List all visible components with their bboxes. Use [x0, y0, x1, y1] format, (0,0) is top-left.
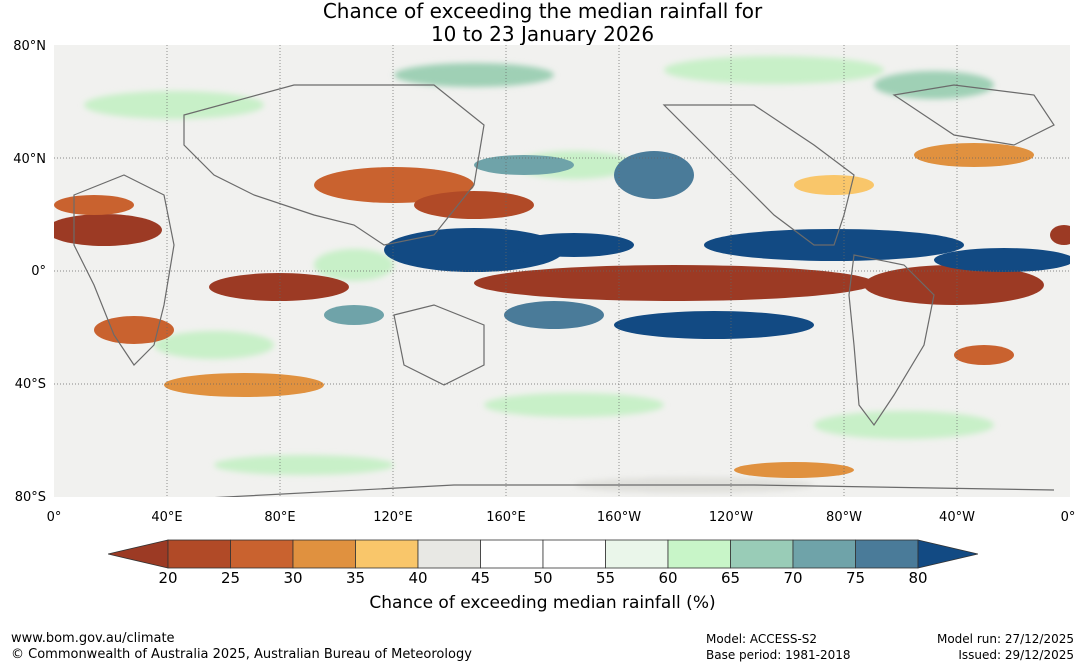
- colorbar-cell: [167, 539, 231, 569]
- colorbar-tick-label: 35: [345, 569, 366, 587]
- title-line-2: 10 to 23 January 2026: [430, 22, 655, 46]
- graticule: [54, 45, 1070, 497]
- colorbar-tick-label: 55: [595, 569, 616, 587]
- lon-label-80e: 80°E: [264, 510, 296, 525]
- lon-label-120w: 120°W: [708, 510, 754, 525]
- dry-anomaly-regions: [54, 143, 1070, 478]
- colorbar-cell: [230, 539, 294, 569]
- colorbar-tick-label: 25: [220, 569, 241, 587]
- colorbar-cell: [542, 539, 606, 569]
- coastlines: [73, 84, 1055, 497]
- lon-label-40w: 40°W: [939, 510, 975, 525]
- colorbar-cell: [855, 539, 919, 569]
- colorbar-tick-label: 45: [470, 569, 491, 587]
- footer-model-run: Model run: 27/12/2025: [936, 632, 1074, 646]
- footer-issued: Issued: 29/12/2025: [958, 648, 1074, 662]
- wet-anomaly-regions: [324, 151, 1070, 339]
- lon-label-160e: 160°E: [486, 510, 526, 525]
- title-line-1: Chance of exceeding the median rainfall …: [322, 0, 763, 23]
- rainfall-map: [54, 45, 1070, 497]
- colorbar-tick-label: 60: [658, 569, 678, 587]
- colorbar-tick-label: 40: [408, 569, 428, 587]
- lat-label-80n: 80°N: [13, 39, 46, 54]
- colorbar-cell: [605, 539, 669, 569]
- colorbar-tick-label: 30: [283, 569, 303, 587]
- lon-label-0-right: 0°: [1060, 510, 1076, 525]
- lat-label-80s: 80°S: [14, 490, 46, 505]
- colorbar-tick-label: 75: [845, 569, 866, 587]
- colorbar-cell: [417, 539, 481, 569]
- colorbar-cell: [355, 539, 419, 569]
- lon-label-0: 0°: [46, 510, 62, 525]
- colorbar-tick-label: 65: [720, 569, 741, 587]
- colorbar-arrow-low: [108, 539, 169, 569]
- colorbar-cell: [667, 539, 731, 569]
- map-title: Chance of exceeding the median rainfall …: [0, 0, 1085, 46]
- lon-label-80w: 80°W: [826, 510, 862, 525]
- footer-copyright: © Commonwealth of Australia 2025, Austra…: [11, 647, 472, 662]
- footer-model: Model: ACCESS-S2: [706, 632, 818, 646]
- colorbar-tick-label: 20: [158, 569, 178, 587]
- colorbar-cell: [292, 539, 356, 569]
- lon-label-160w: 160°W: [596, 510, 642, 525]
- colorbar-cell: [792, 539, 856, 569]
- colorbar-cell: [730, 539, 794, 569]
- colorbar-title: Chance of exceeding median rainfall (%): [369, 593, 716, 613]
- footer-base-period: Base period: 1981-2018: [706, 648, 851, 662]
- colorbar-tick-label: 50: [533, 569, 553, 587]
- colorbar: [108, 539, 978, 569]
- colorbar-tick-label: 80: [908, 569, 928, 587]
- footer-url: www.bom.gov.au/climate: [11, 631, 175, 646]
- colorbar-tick-label: 70: [783, 569, 803, 587]
- lat-label-40s: 40°S: [14, 377, 46, 392]
- lat-label-equator: 0°: [31, 264, 46, 279]
- colorbar-cell: [480, 539, 544, 569]
- lon-label-120e: 120°E: [373, 510, 413, 525]
- colorbar-arrow-high: [917, 539, 978, 569]
- lat-label-40n: 40°N: [13, 152, 46, 167]
- lon-label-40e: 40°E: [151, 510, 183, 525]
